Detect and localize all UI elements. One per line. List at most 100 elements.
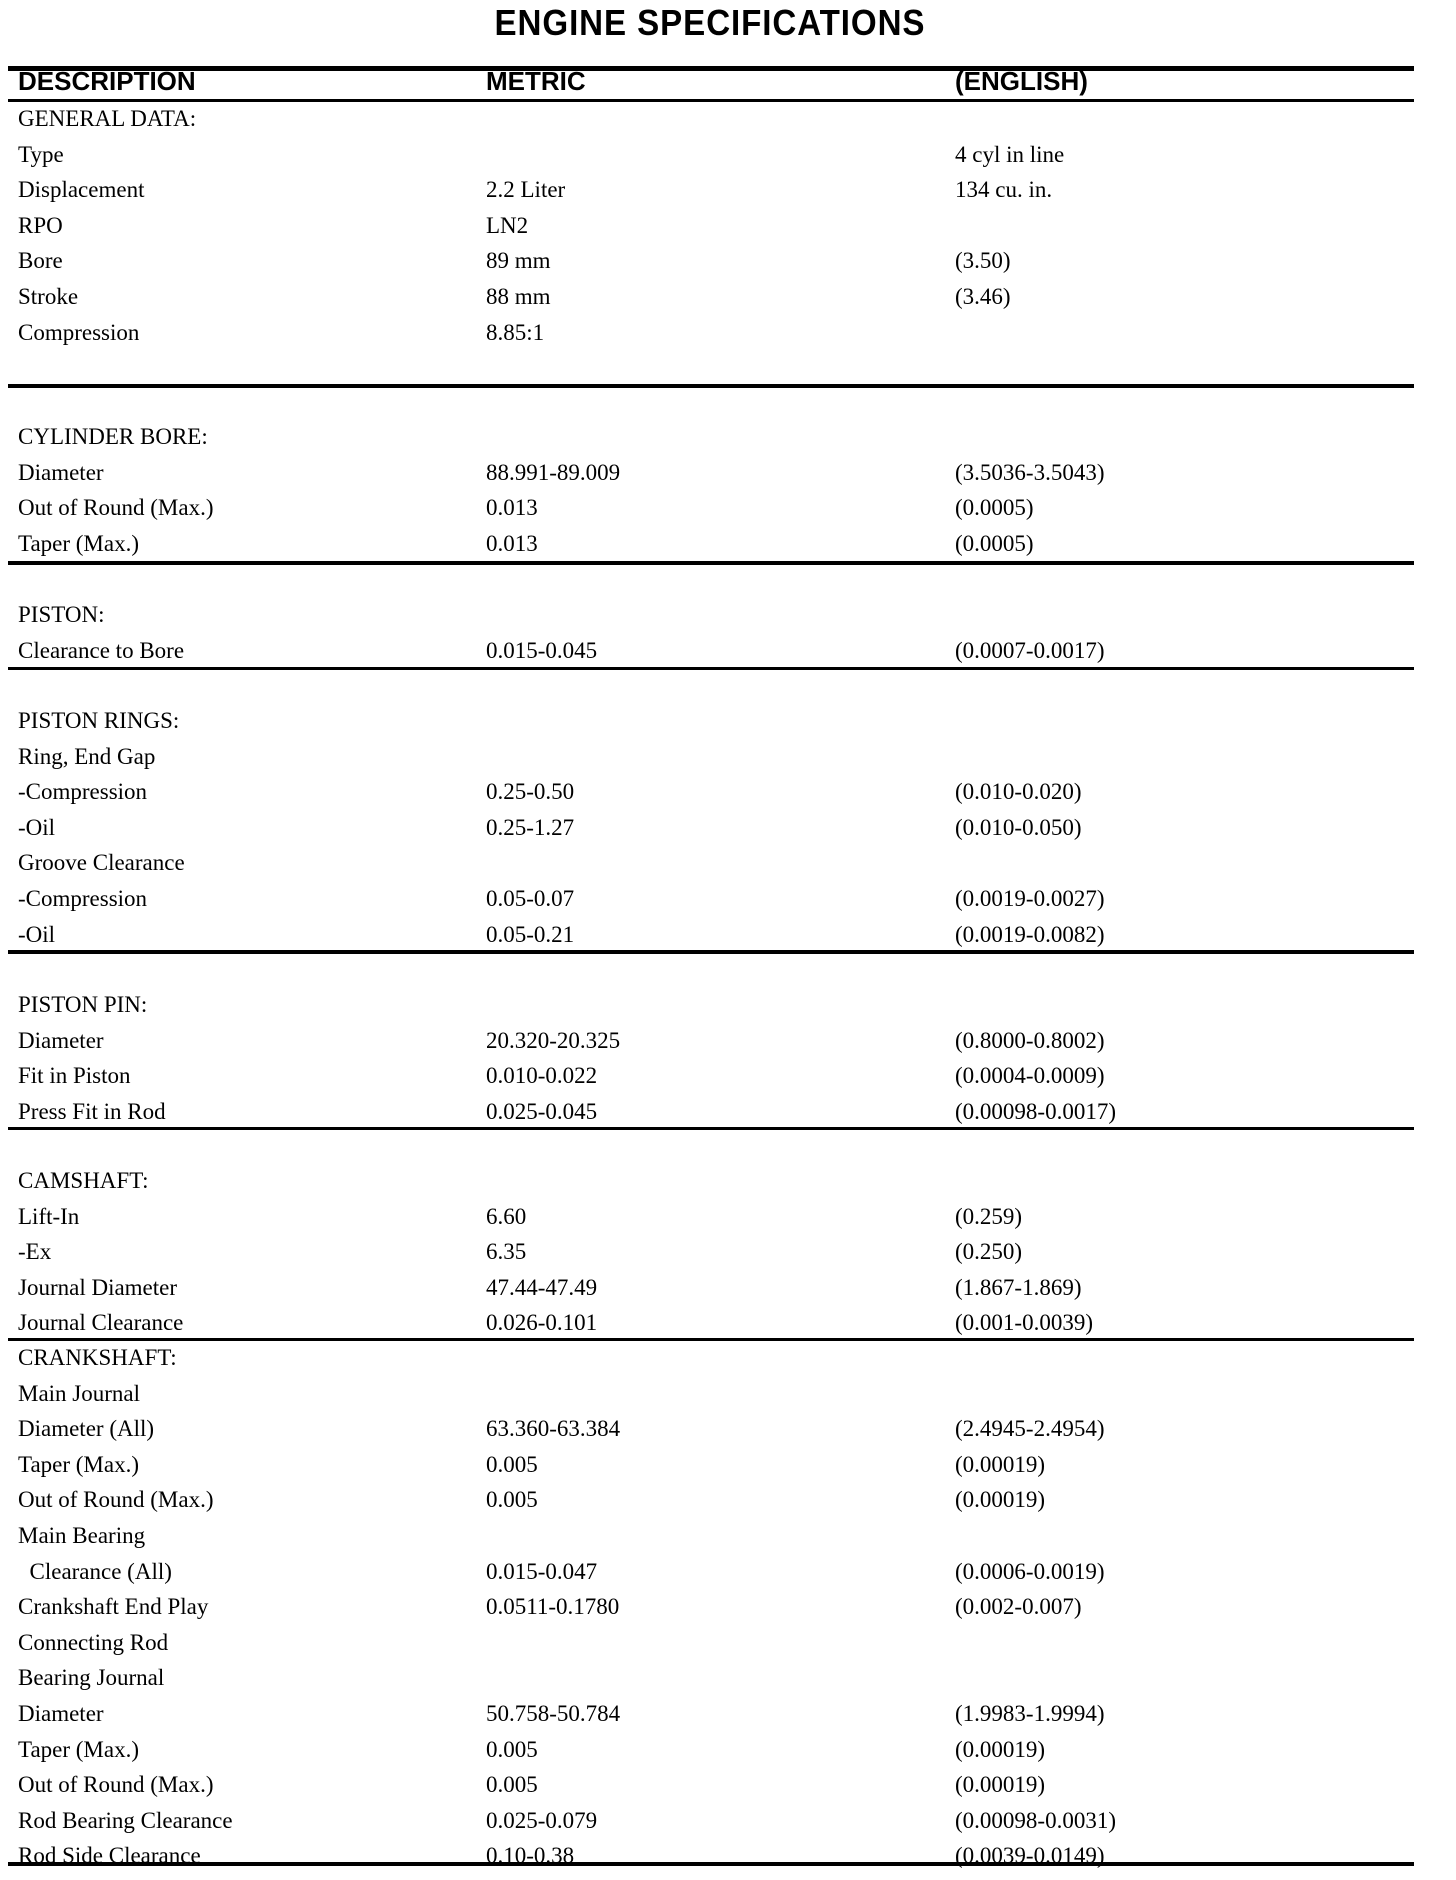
cell-metric: 47.44-47.49 bbox=[486, 1274, 598, 1300]
divider-rule bbox=[8, 667, 1414, 670]
divider-rule bbox=[8, 950, 1414, 954]
cell-metric: 0.25-1.27 bbox=[486, 814, 575, 840]
cell-description: Type bbox=[18, 141, 64, 167]
cell-metric: 6.35 bbox=[486, 1239, 527, 1265]
cell-english: (0.00098-0.0031) bbox=[955, 1807, 1116, 1833]
cell-description: Bore bbox=[18, 248, 63, 274]
cell-description: Displacement bbox=[18, 177, 145, 203]
cell-description: Diameter bbox=[18, 1027, 104, 1053]
cell-english: (0.00019) bbox=[955, 1736, 1046, 1762]
divider-rule bbox=[8, 66, 1414, 71]
cell-english: (0.0004-0.0009) bbox=[955, 1063, 1105, 1089]
cell-metric: 0.10-0.38 bbox=[486, 1843, 575, 1869]
divider-rule bbox=[8, 1338, 1414, 1341]
section-heading: PISTON PIN: bbox=[18, 992, 148, 1017]
divider-rule bbox=[8, 384, 1414, 388]
cell-description: -Ex bbox=[18, 1239, 52, 1265]
cell-english: 4 cyl in line bbox=[955, 141, 1065, 167]
cell-description: -Oil bbox=[18, 921, 56, 947]
cell-metric: 50.758-50.784 bbox=[486, 1701, 621, 1726]
cell-english: (0.0019-0.0082) bbox=[955, 921, 1105, 947]
cell-description: Lift-In bbox=[18, 1203, 80, 1229]
divider-rule bbox=[8, 1862, 1414, 1866]
cell-description: Press Fit in Rod bbox=[18, 1098, 166, 1124]
cell-metric: 89 mm bbox=[486, 248, 551, 274]
cell-metric: 0.0511-0.1780 bbox=[486, 1594, 620, 1620]
cell-english: (0.010-0.050) bbox=[955, 814, 1082, 840]
cell-description: -Oil bbox=[18, 814, 56, 840]
cell-english: (0.0019-0.0027) bbox=[955, 886, 1105, 911]
cell-metric: 6.60 bbox=[486, 1203, 527, 1229]
cell-metric: 0.005 bbox=[486, 1736, 538, 1762]
cell-description: Bearing Journal bbox=[18, 1665, 165, 1691]
cell-metric: 0.005 bbox=[486, 1487, 538, 1513]
section-heading: GENERAL DATA: bbox=[18, 106, 197, 131]
cell-description: Rod Bearing Clearance bbox=[18, 1807, 233, 1833]
cell-metric: 0.010-0.022 bbox=[486, 1063, 598, 1089]
section-heading: CYLINDER BORE: bbox=[18, 424, 208, 449]
section-heading: CRANKSHAFT: bbox=[18, 1345, 177, 1370]
cell-english: (3.50) bbox=[955, 248, 1011, 274]
cell-metric: 88 mm bbox=[486, 284, 551, 309]
cell-metric: 0.05-0.21 bbox=[486, 921, 575, 947]
cell-description: Clearance to Bore bbox=[18, 637, 185, 663]
cell-english: (0.002-0.007) bbox=[955, 1594, 1082, 1620]
cell-description: -Compression bbox=[18, 779, 148, 805]
cell-english: 134 cu. in. bbox=[955, 177, 1053, 203]
cell-english: (0.250) bbox=[955, 1239, 1023, 1265]
cell-metric: 0.013 bbox=[486, 495, 538, 521]
section-heading: PISTON: bbox=[18, 602, 105, 627]
divider-rule bbox=[8, 1127, 1414, 1130]
cell-metric: 0.05-0.07 bbox=[486, 886, 575, 911]
cell-english: (1.9983-1.9994) bbox=[955, 1701, 1105, 1726]
cell-metric: 0.005 bbox=[486, 1772, 538, 1798]
cell-metric: 0.025-0.045 bbox=[486, 1098, 598, 1124]
cell-english: (0.00019) bbox=[955, 1487, 1046, 1513]
cell-description: Compression bbox=[18, 319, 140, 345]
cell-english: (0.0006-0.0019) bbox=[955, 1558, 1105, 1584]
cell-description: Out of Round (Max.) bbox=[18, 1772, 214, 1798]
cell-english: (0.0005) bbox=[955, 495, 1034, 521]
cell-metric: 8.85:1 bbox=[486, 319, 545, 345]
cell-description: Ring, End Gap bbox=[18, 743, 156, 769]
cell-metric: 88.991-89.009 bbox=[486, 459, 621, 485]
cell-description: Main Bearing bbox=[18, 1523, 146, 1548]
cell-metric: 20.320-20.325 bbox=[486, 1027, 621, 1053]
cell-english: (0.00019) bbox=[955, 1451, 1046, 1477]
cell-metric: 0.25-0.50 bbox=[486, 779, 575, 805]
cell-metric: 0.013 bbox=[486, 530, 538, 556]
cell-description: Diameter bbox=[18, 1701, 104, 1726]
cell-description: Diameter bbox=[18, 459, 104, 485]
cell-english: (1.867-1.869) bbox=[955, 1274, 1082, 1300]
cell-metric: 0.025-0.079 bbox=[486, 1807, 598, 1833]
cell-description: Crankshaft End Play bbox=[18, 1594, 209, 1620]
cell-english: (0.00019) bbox=[955, 1772, 1046, 1798]
cell-description: Groove Clearance bbox=[18, 850, 185, 876]
cell-description: Rod Side Clearance bbox=[18, 1843, 201, 1869]
cell-english: (0.0007-0.0017) bbox=[955, 637, 1105, 663]
cell-description: RPO bbox=[18, 212, 63, 238]
cell-metric: 63.360-63.384 bbox=[486, 1416, 621, 1442]
section-heading: PISTON RINGS: bbox=[18, 708, 180, 733]
cell-english: (0.0005) bbox=[955, 530, 1034, 556]
cell-description: Clearance (All) bbox=[18, 1558, 172, 1584]
section-heading: CAMSHAFT: bbox=[18, 1168, 149, 1193]
cell-description: Stroke bbox=[18, 284, 79, 309]
column-header-metric: METRIC bbox=[486, 66, 586, 96]
cell-english: (0.001-0.0039) bbox=[955, 1310, 1093, 1336]
cell-english: (2.4945-2.4954) bbox=[955, 1416, 1105, 1442]
cell-description: Taper (Max.) bbox=[18, 1736, 139, 1762]
cell-description: Out of Round (Max.) bbox=[18, 1487, 214, 1513]
cell-metric: 0.026-0.101 bbox=[486, 1310, 598, 1336]
cell-description: Taper (Max.) bbox=[18, 1451, 139, 1477]
cell-english: (3.46) bbox=[955, 284, 1011, 309]
cell-description: Taper (Max.) bbox=[18, 530, 139, 556]
cell-metric: 0.015-0.045 bbox=[486, 637, 598, 663]
cell-description: Journal Diameter bbox=[18, 1274, 178, 1300]
cell-description: Journal Clearance bbox=[18, 1310, 184, 1336]
cell-english: (0.8000-0.8002) bbox=[955, 1027, 1105, 1053]
cell-metric: 0.015-0.047 bbox=[486, 1558, 598, 1584]
cell-english: (0.00098-0.0017) bbox=[955, 1098, 1116, 1124]
cell-metric: 0.005 bbox=[486, 1451, 538, 1477]
cell-metric: LN2 bbox=[486, 212, 529, 238]
